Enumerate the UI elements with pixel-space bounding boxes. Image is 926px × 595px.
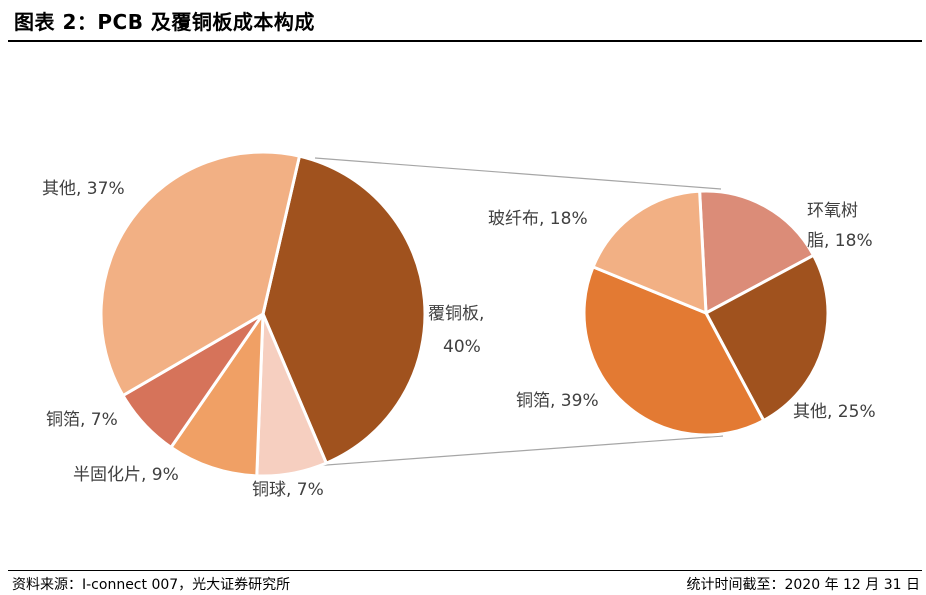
- connector-line-1: [312, 435, 724, 467]
- main-pie-label-3: 铜箔, 7%: [46, 410, 118, 430]
- connector-lines: [312, 157, 724, 467]
- main-pie-label-4: 其他, 37%: [42, 179, 125, 199]
- sub-pie-slice-2: [582, 265, 766, 437]
- sub-pie: [582, 189, 830, 437]
- main-pie-slice-2: [169, 312, 265, 478]
- slice-labels: 覆铜板, 40% 铜球, 7% 半固化片, 9% 铜箔, 7% 其他, 37% 环氧树脂, …: [42, 179, 876, 500]
- sub-pie-slice-3: [591, 189, 708, 315]
- main-pie-slice-4: [99, 150, 301, 397]
- main-pie-label-1: 铜球, 7%: [252, 480, 324, 500]
- sub-pie-label-0-a: 环氧树: [807, 201, 858, 221]
- main-pie-label-0-a: 覆铜板,: [428, 304, 484, 324]
- sub-pie-label-3: 玻纤布, 18%: [488, 209, 588, 229]
- main-pie-label-2: 半固化片, 9%: [73, 465, 179, 485]
- sub-pie-slice-0: [698, 189, 816, 315]
- sub-pie-label-2: 铜箔, 39%: [516, 391, 599, 411]
- sub-pie-slice-1: [704, 253, 830, 423]
- main-pie-label-0-b: 40%: [443, 337, 481, 357]
- footer-rule: [8, 570, 922, 571]
- main-pie-slice-0: [261, 154, 427, 465]
- date-note: 统计时间截至：2020 年 12 月 31 日: [686, 577, 920, 593]
- sub-pie-label-0-b: 脂, 18%: [807, 231, 873, 251]
- title-rule: [8, 40, 922, 42]
- sub-pie-label-1: 其他, 25%: [793, 402, 876, 422]
- connector-line-0: [314, 157, 722, 190]
- source-note: 资料来源：I-connect 007，光大证券研究所: [12, 577, 291, 593]
- page-title: 图表 2：PCB 及覆铜板成本构成: [14, 10, 315, 34]
- main-pie: [99, 150, 427, 478]
